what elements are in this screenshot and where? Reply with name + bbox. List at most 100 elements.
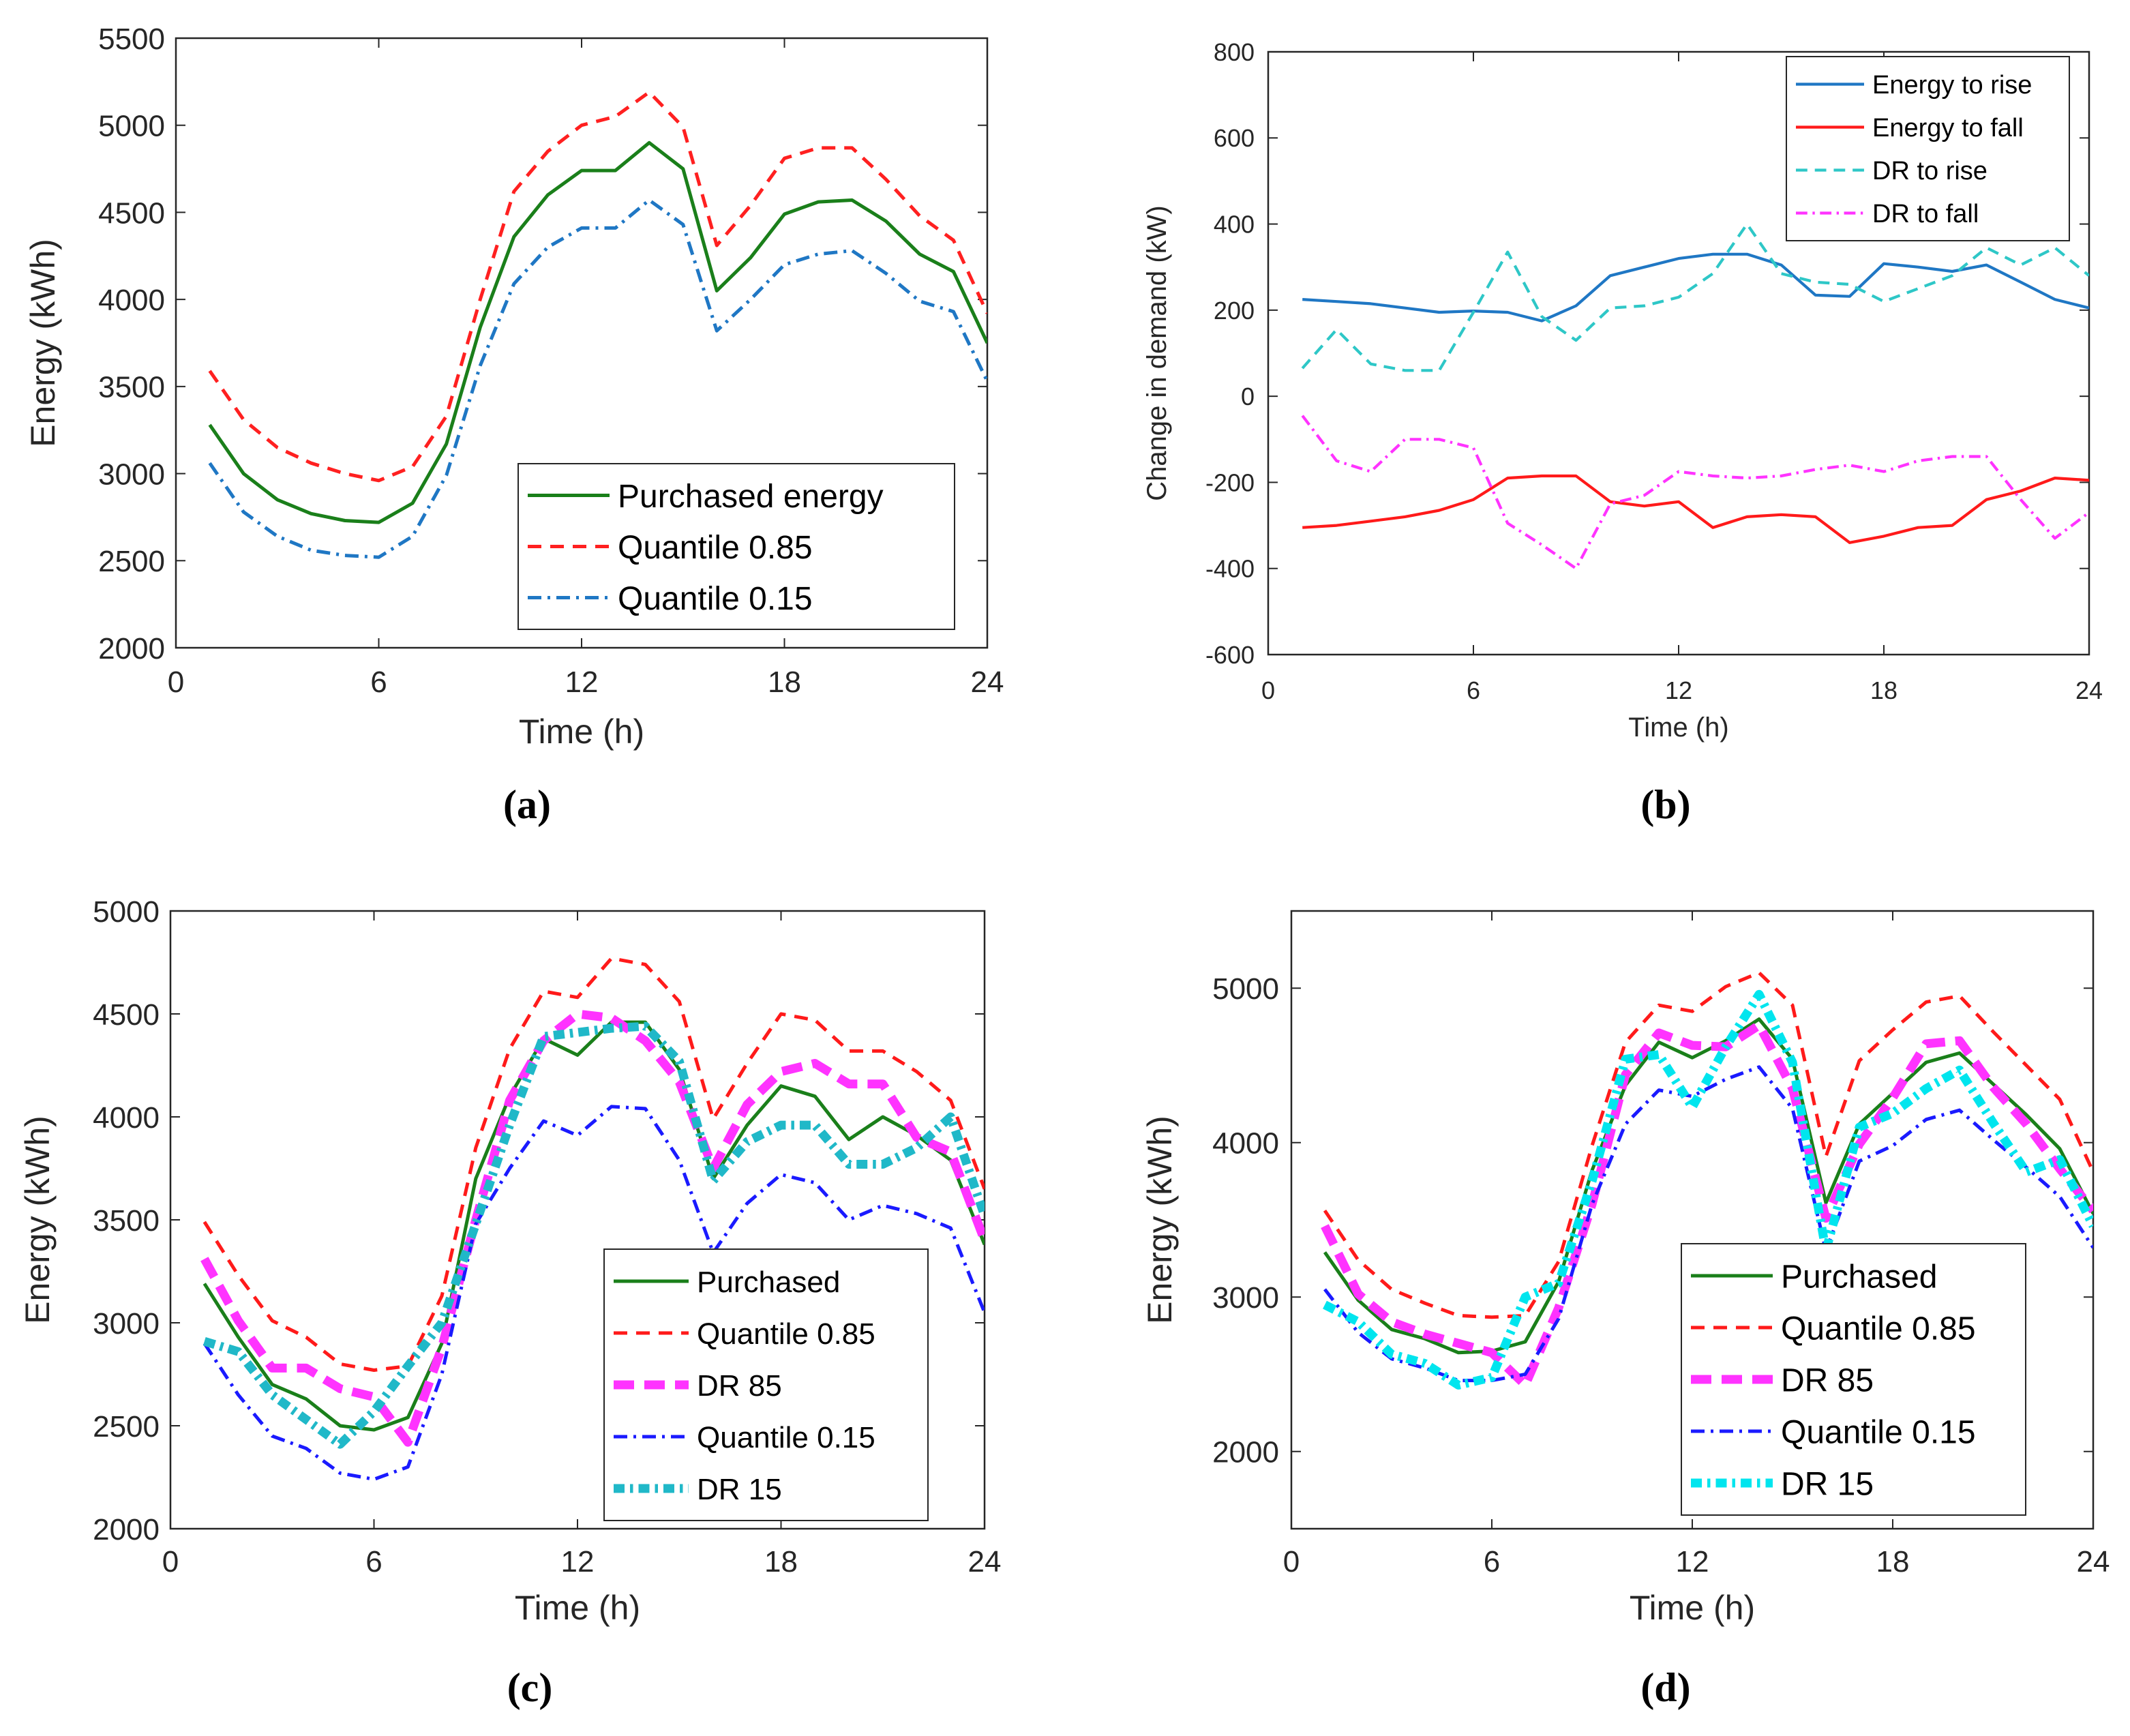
x-axis-label: Time (h) [515,1589,640,1627]
x-tick-label: 6 [1484,1545,1500,1578]
y-tick-label: 4000 [93,1101,160,1135]
legend: Purchased Quantile 0.85 DR 85 Quantile 0.15… [1681,1243,2026,1516]
x-tick-label: 24 [971,665,1004,699]
series-line-1 [208,140,987,524]
chart-panel-a: 0 6 12 18 24 2000 2500 3000 3500 4000 4500 5000 5500… [24,23,1004,827]
legend-label: DR 85 [697,1369,782,1403]
series-line-4 [202,1105,985,1481]
y-tick-label: 5500 [98,23,165,56]
legend-label: DR 85 [1781,1362,1874,1398]
panel-caption: (a) [503,782,551,827]
x-tick-label: 6 [1467,676,1480,704]
y-tick-label: 600 [1214,124,1255,152]
x-tick-label: 24 [2077,1545,2110,1578]
series-line-3 [1321,1021,2093,1390]
y-tick-label: 4500 [93,998,160,1032]
series-group [1321,971,2093,1390]
x-tick-label: 24 [2075,676,2103,704]
legend-label: Quantile 0.85 [697,1317,875,1351]
legend: Purchased Quantile 0.85 DR 85 Quantile 0.15… [603,1248,929,1521]
legend: Energy to rise Energy to fall DR to rise DR… [1786,56,2070,241]
y-axis-label: Energy (kWh) [1141,1116,1179,1324]
y-tick-label: 3000 [98,458,165,491]
series-line-2 [202,957,985,1372]
series-line-1 [1323,1017,2093,1355]
x-tick-label: 0 [168,665,184,699]
y-tick-label: 2500 [98,545,165,578]
legend-box [518,463,955,630]
chart-panel-b: 0 6 12 18 24 -600 -400 -200 0 200 400 600 800 Time (h… [1142,38,2103,827]
y-tick-label: 200 [1214,297,1255,325]
series-line-1 [202,1020,985,1432]
x-tick-label: 12 [565,665,599,699]
y-tick-label: 3000 [1212,1281,1279,1315]
x-tick-label: 12 [561,1545,595,1578]
y-tick-label: 2000 [98,632,165,665]
y-tick-label: 2000 [93,1513,160,1546]
legend-label: DR 15 [1781,1466,1874,1502]
legend-label: Purchased energy [618,479,884,515]
legend-label: DR 15 [697,1473,782,1506]
x-tick-label: 18 [768,665,801,699]
y-tick-label: -600 [1205,641,1255,669]
x-tick-label: 12 [1665,676,1692,704]
legend-label: Quantile 0.15 [618,581,813,617]
legend-label: DR to rise [1872,157,1987,185]
series-line-5 [202,1021,985,1449]
legend-label: DR to fall [1872,200,1979,228]
y-tick-label: 3500 [98,371,165,404]
series-line-2 [1323,971,2093,1319]
series-line-3 [1301,222,2089,372]
chart-panel-c: 0 6 12 18 24 2000 2500 3000 3500 4000 4500 5000 Time… [18,895,1001,1710]
x-tick-label: 24 [968,1545,1002,1578]
chart-panel-d: 0 6 12 18 24 2000 3000 4000 5000 Time (h) Energy (… [1141,910,2110,1710]
panel-caption: (c) [507,1665,553,1710]
y-tick-label: 4000 [1212,1127,1279,1161]
series-line-2 [208,90,987,483]
x-tick-label: 18 [1876,1545,1910,1578]
x-tick-label: 6 [365,1545,382,1578]
series-line-5 [1323,989,2093,1390]
y-axis-label: Change in demand (kW) [1142,205,1172,501]
x-tick-label: 12 [1676,1545,1709,1578]
y-tick-label: 2500 [93,1410,160,1443]
y-tick-label: 3500 [93,1204,160,1238]
legend-label: Quantile 0.85 [1781,1311,1976,1347]
series-group [1301,222,2089,570]
legend-label: Energy to rise [1872,71,2032,100]
legend-label: Purchased [1781,1259,1937,1295]
legend: Purchased energy Quantile 0.85 Quantile 0.… [518,463,955,630]
series-group [200,957,985,1481]
series-line-1 [1302,252,2089,323]
series-line-3 [208,198,987,559]
x-tick-label: 0 [162,1545,179,1578]
y-tick-label: 2000 [1212,1436,1279,1469]
x-tick-label: 0 [1283,1545,1300,1578]
y-tick-label: 5000 [98,110,165,143]
y-axis-label: Energy (kWh) [18,1116,57,1324]
series-line-2 [1302,474,2089,544]
legend-label: Quantile 0.15 [1781,1414,1976,1450]
y-tick-label: 0 [1241,383,1255,410]
x-axis-label: Time (h) [519,713,644,751]
series-line-4 [1323,1065,2093,1383]
series-line-3 [200,1009,985,1447]
x-tick-label: 18 [764,1545,798,1578]
x-tick-label: 6 [370,665,387,699]
legend-label: Purchased [697,1266,840,1299]
y-tick-label: 4500 [98,196,165,230]
legend-label: Quantile 0.15 [697,1421,875,1454]
x-axis-label: Time (h) [1628,713,1728,743]
x-tick-label: 18 [1870,676,1897,704]
legend-label: Quantile 0.85 [618,530,813,566]
series-group [208,90,987,559]
panel-caption: (d) [1640,1665,1690,1710]
y-tick-label: -200 [1205,468,1255,496]
y-tick-label: 4000 [98,284,165,317]
y-tick-label: 3000 [93,1307,160,1341]
y-tick-label: 800 [1214,38,1255,66]
y-tick-label: 5000 [93,895,160,929]
y-tick-label: 5000 [1212,972,1279,1006]
x-axis-label: Time (h) [1630,1589,1755,1627]
